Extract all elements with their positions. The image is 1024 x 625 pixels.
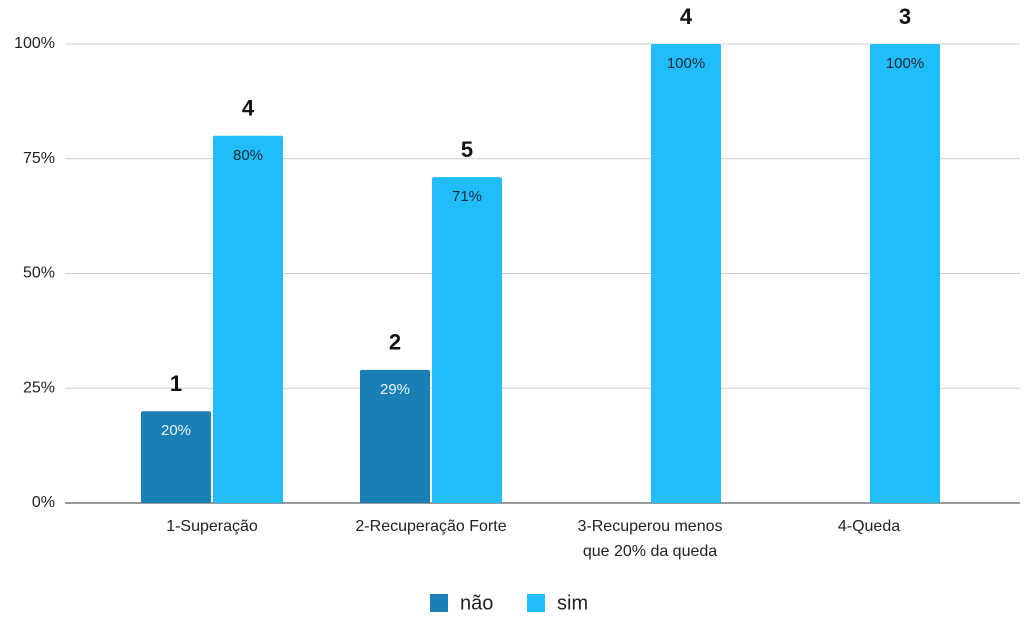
bar [141, 411, 211, 503]
value-label: 71% [452, 188, 482, 205]
bar [651, 44, 721, 503]
y-tick-label: 100% [14, 35, 55, 52]
bar [213, 135, 283, 504]
y-tick-label: 0% [32, 494, 55, 511]
y-tick-label: 50% [23, 265, 55, 282]
value-label: 100% [886, 55, 924, 72]
legend-label: sim [557, 592, 588, 614]
bar [432, 177, 502, 504]
value-label: 100% [667, 55, 705, 72]
count-label: 3 [899, 4, 911, 29]
x-tick-label: 4-Queda [838, 518, 900, 535]
y-tick-label: 25% [23, 379, 55, 396]
count-label: 4 [242, 96, 255, 121]
legend-swatch [430, 594, 448, 612]
value-label: 20% [161, 422, 191, 439]
count-label: 2 [389, 330, 401, 355]
x-tick-label: 3-Recuperou menos que 20% da queda [578, 518, 723, 560]
x-tick-label-line: que 20% da queda [583, 543, 717, 560]
value-label: 80% [233, 147, 263, 164]
legend-label: não [460, 592, 493, 614]
count-label: 5 [461, 137, 473, 162]
x-tick-label: 1-Superação [166, 518, 258, 535]
y-tick-label: 75% [23, 150, 55, 167]
x-tick-label: 2-Recuperação Forte [355, 518, 506, 535]
value-label: 29% [380, 381, 410, 398]
bar [360, 369, 430, 503]
count-label: 1 [170, 371, 182, 396]
legend-swatch [527, 594, 545, 612]
x-tick-label-line: 3-Recuperou menos [578, 518, 723, 535]
bar [870, 44, 940, 503]
count-label: 4 [680, 4, 693, 29]
